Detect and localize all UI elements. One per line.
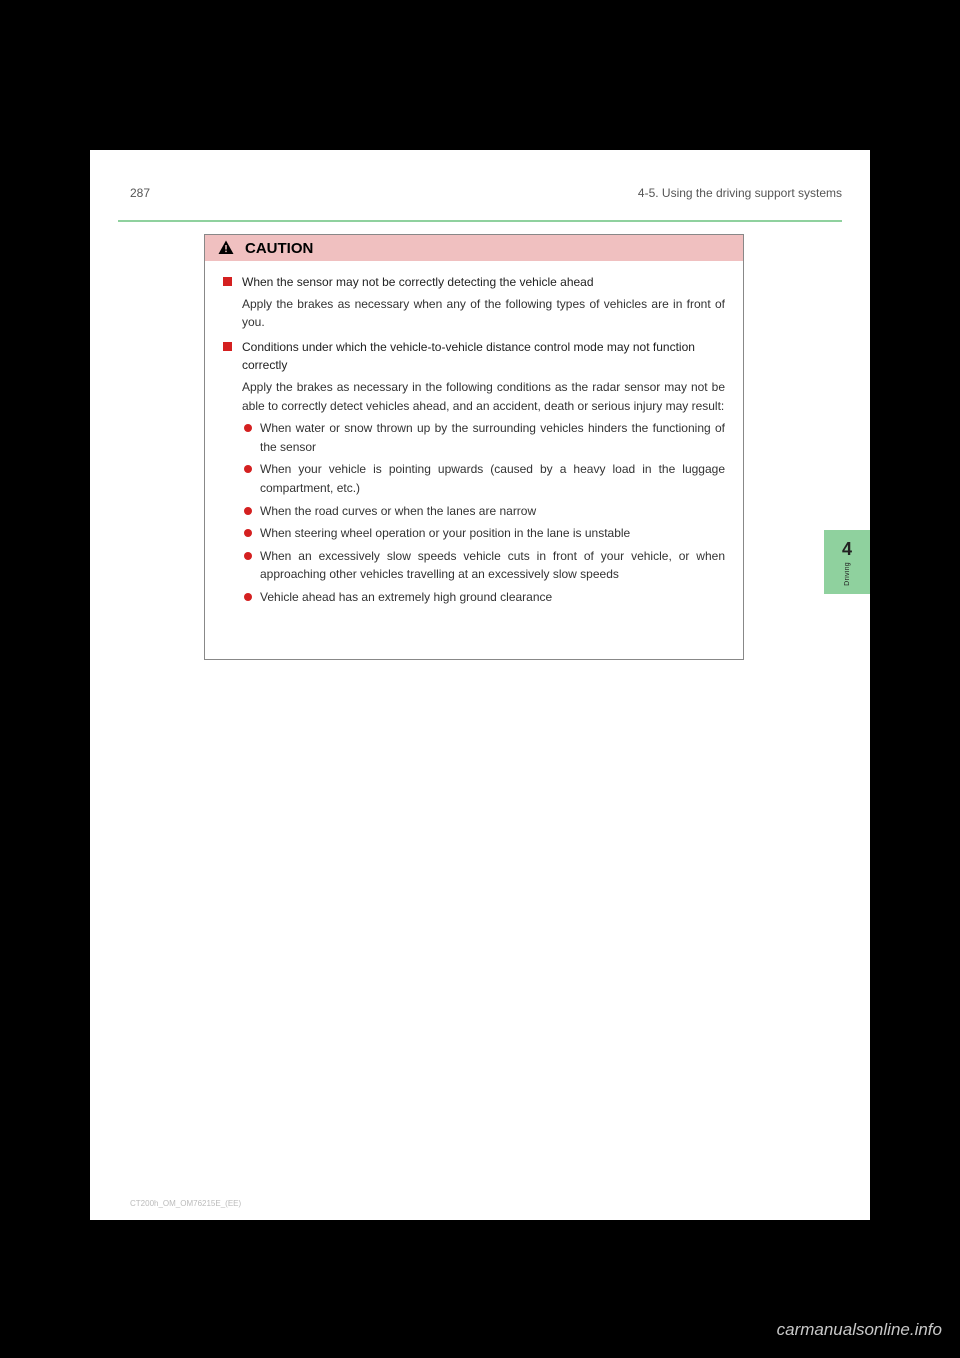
- caution-header: CAUTION: [205, 235, 743, 261]
- list-item-text: When your vehicle is pointing upwards (c…: [260, 460, 725, 497]
- caution-section: Conditions under which the vehicle-to-ve…: [223, 338, 725, 611]
- section-heading: When the sensor may not be correctly det…: [242, 273, 725, 292]
- page-header: 287 4-5. Using the driving support syste…: [90, 182, 870, 204]
- section-paragraph: Apply the brakes as necessary when any o…: [242, 295, 725, 332]
- caution-sub-list: When water or snow thrown up by the surr…: [242, 419, 725, 606]
- list-item-text: When steering wheel operation or your po…: [260, 524, 725, 543]
- list-item: When water or snow thrown up by the surr…: [242, 419, 725, 456]
- list-item: When the road curves or when the lanes a…: [242, 502, 725, 521]
- round-bullet-icon: [244, 529, 252, 537]
- section-text: Conditions under which the vehicle-to-ve…: [242, 338, 725, 611]
- caution-title: CAUTION: [245, 240, 313, 257]
- chapter-tab: 4 Driving: [824, 530, 870, 594]
- list-item-text: When the road curves or when the lanes a…: [260, 502, 725, 521]
- round-bullet-icon: [244, 424, 252, 432]
- square-bullet-icon: [223, 342, 232, 351]
- round-bullet-icon: [244, 507, 252, 515]
- header-divider: [118, 220, 842, 222]
- list-item: When an excessively slow speeds vehicle …: [242, 547, 725, 584]
- section-text: When the sensor may not be correctly det…: [242, 273, 725, 332]
- square-bullet-icon: [223, 277, 232, 286]
- section-path: 4-5. Using the driving support systems: [638, 186, 842, 200]
- caution-body: When the sensor may not be correctly det…: [205, 261, 743, 659]
- list-item-text: Vehicle ahead has an extremely high grou…: [260, 588, 725, 607]
- list-item-text: When water or snow thrown up by the surr…: [260, 419, 725, 456]
- manual-page: 287 4-5. Using the driving support syste…: [90, 150, 870, 1220]
- round-bullet-icon: [244, 552, 252, 560]
- warning-triangle-icon: [217, 239, 235, 257]
- list-item: When your vehicle is pointing upwards (c…: [242, 460, 725, 497]
- watermark: carmanualsonline.info: [777, 1320, 942, 1340]
- round-bullet-icon: [244, 465, 252, 473]
- chapter-number: 4: [842, 539, 852, 560]
- section-paragraph: Apply the brakes as necessary in the fol…: [242, 378, 725, 415]
- round-bullet-icon: [244, 593, 252, 601]
- caution-box: CAUTION When the sensor may not be corre…: [204, 234, 744, 660]
- list-item-text: When an excessively slow speeds vehicle …: [260, 547, 725, 584]
- file-stamp: CT200h_OM_OM76215E_(EE): [130, 1199, 241, 1208]
- section-heading: Conditions under which the vehicle-to-ve…: [242, 338, 725, 375]
- list-item: When steering wheel operation or your po…: [242, 524, 725, 543]
- list-item: Vehicle ahead has an extremely high grou…: [242, 588, 725, 607]
- page-number: 287: [130, 186, 150, 200]
- chapter-label: Driving: [844, 562, 851, 586]
- caution-section: When the sensor may not be correctly det…: [223, 273, 725, 332]
